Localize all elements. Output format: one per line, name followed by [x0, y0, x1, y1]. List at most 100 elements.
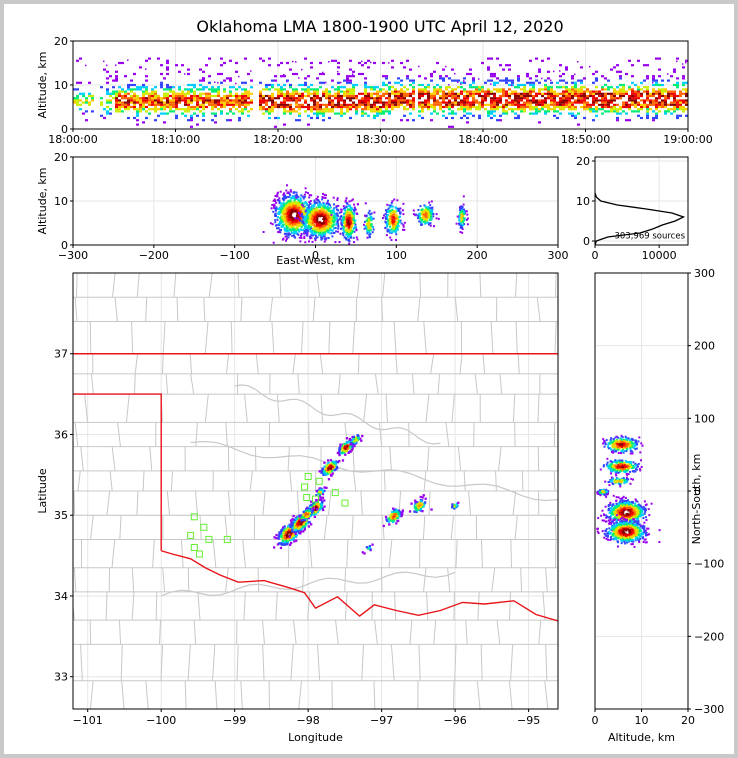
- east-west-cell: [326, 215, 329, 218]
- east-west-cell: [312, 221, 315, 224]
- county-line: [508, 680, 513, 709]
- time-height-cell: [619, 101, 622, 104]
- time-height-cell: [298, 103, 301, 106]
- east-west-cell: [304, 222, 307, 225]
- time-height-cell: [487, 114, 490, 117]
- time-height-cell: [490, 90, 493, 93]
- east-west-cell: [463, 218, 466, 221]
- time-height-cell: [259, 101, 262, 104]
- time-height-cell: [172, 103, 175, 106]
- time-height-cell: [178, 99, 181, 102]
- east-west-cell: [420, 221, 423, 224]
- east-west-cell: [297, 219, 300, 221]
- time-height-cell: [133, 92, 136, 95]
- time-height-cell: [514, 94, 517, 98]
- time-height-cell: [643, 105, 646, 109]
- time-height-cell: [352, 92, 355, 95]
- east-west-cell: [461, 226, 464, 229]
- east-west-cell: [274, 207, 277, 210]
- east-west-cell: [462, 219, 465, 222]
- time-height-cell: [172, 110, 175, 113]
- time-height-cell: [424, 99, 427, 102]
- time-height-cell: [514, 92, 517, 95]
- time-height-cell: [634, 105, 637, 109]
- time-height-cell: [454, 103, 457, 106]
- time-height-cell: [565, 94, 568, 98]
- time-height-cell: [289, 92, 292, 95]
- county-line: [418, 644, 421, 681]
- time-height-cell: [409, 68, 412, 71]
- time-height-cell: [139, 103, 142, 106]
- east-west-cell: [278, 228, 281, 231]
- time-height-cell: [289, 97, 292, 100]
- time-height-cell: [547, 90, 550, 93]
- time-height-cell: [646, 77, 649, 80]
- east-west-cell: [337, 230, 340, 233]
- east-west-cell: [311, 218, 314, 221]
- east-west-cell: [353, 241, 356, 244]
- east-west-cell: [307, 206, 310, 209]
- time-height-cell: [412, 81, 415, 84]
- time-height-cell: [274, 97, 277, 100]
- time-height-cell: [184, 110, 187, 113]
- time-height-cell: [376, 110, 379, 113]
- time-height-cell: [136, 94, 139, 98]
- time-height-cell: [409, 112, 412, 115]
- time-height-cell: [244, 108, 247, 111]
- time-height-cell: [202, 99, 205, 102]
- time-height-cell: [616, 90, 619, 93]
- time-height-cell: [196, 103, 199, 106]
- time-height-cell: [508, 83, 511, 87]
- time-height-cell: [310, 88, 313, 91]
- time-height-cell: [514, 86, 517, 89]
- time-height-cell: [664, 97, 667, 100]
- time-height-cell: [313, 103, 316, 106]
- time-height-cell: [160, 112, 163, 115]
- east-west-cell: [262, 231, 265, 233]
- county-line: [452, 680, 455, 709]
- time-height-cell: [433, 90, 436, 93]
- time-height-cell: [553, 92, 556, 95]
- time-height-cell: [436, 103, 439, 106]
- time-height-cell: [592, 81, 595, 84]
- time-height-cell: [565, 99, 568, 102]
- time-height-cell: [619, 88, 622, 91]
- time-height-cell: [235, 61, 238, 65]
- time-height-cell: [346, 77, 349, 80]
- time-height-cell: [442, 90, 445, 93]
- east-west-cell: [286, 235, 289, 238]
- time-height-cell: [292, 108, 295, 111]
- time-height-cell: [115, 101, 118, 104]
- time-height-cell: [340, 112, 343, 115]
- time-height-cell: [487, 57, 490, 60]
- county-line: [317, 644, 321, 681]
- east-west-cell: [315, 214, 318, 217]
- east-west-cell: [366, 223, 369, 226]
- time-height-cell: [460, 92, 463, 95]
- time-height-cell: [490, 79, 493, 82]
- time-height-cell: [592, 119, 595, 122]
- time-height-cell: [502, 112, 505, 115]
- time-height-cell: [643, 103, 646, 106]
- time-height-cell: [370, 94, 373, 98]
- time-height-cell: [550, 108, 553, 111]
- time-height-cell: [271, 79, 274, 82]
- time-height-cell: [214, 94, 217, 98]
- east-west-cell: [289, 215, 292, 217]
- time-height-cell: [154, 108, 157, 111]
- time-height-cell: [601, 101, 604, 104]
- time-height-cell: [421, 92, 424, 95]
- time-height-cell: [469, 83, 472, 87]
- time-height-cell: [394, 88, 397, 91]
- time-height-cell: [619, 77, 622, 80]
- time-height-cell: [493, 99, 496, 102]
- east-west-cell: [321, 198, 324, 201]
- time-height-cell: [538, 68, 541, 71]
- time-height-cell: [493, 83, 496, 87]
- time-height-cell: [352, 88, 355, 91]
- east-west-cell: [349, 205, 351, 207]
- east-west-cell: [338, 241, 341, 243]
- time-height-cell: [598, 99, 601, 102]
- time-height-cell: [352, 103, 355, 106]
- time-height-cell: [613, 105, 616, 109]
